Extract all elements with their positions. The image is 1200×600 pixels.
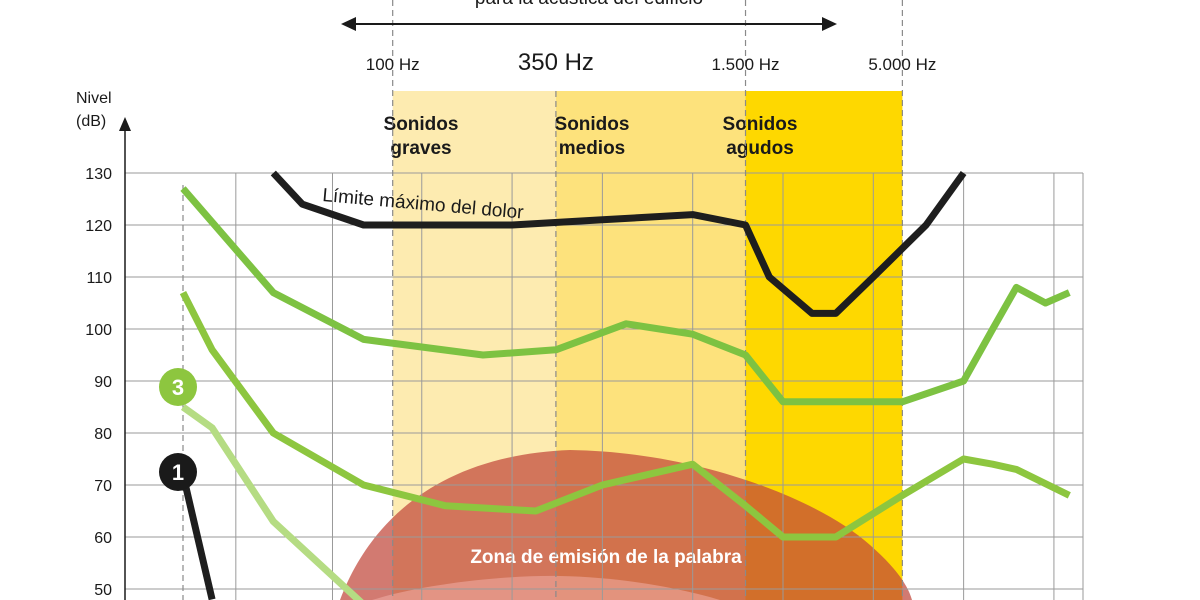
badge-3-label: 3	[172, 375, 184, 400]
series-lines	[179, 170, 1071, 600]
range-header-text: para la acústica del edificio	[475, 0, 703, 9]
band-low-label-2: graves	[390, 138, 451, 159]
y-tick-100: 100	[85, 322, 112, 339]
band-mid-label-1: Sonidos	[555, 114, 630, 135]
band-high-label-2: agudos	[726, 138, 794, 159]
badge-3	[159, 368, 197, 406]
badge-1-label: 1	[172, 460, 184, 485]
band-low-label-1: Sonidos	[384, 114, 459, 135]
y-axis-arrow	[119, 117, 131, 131]
frequency-dashed-lines	[182, 0, 903, 600]
y-tick-130: 130	[85, 166, 112, 183]
freq-label-3: 5.000 Hz	[868, 55, 936, 74]
freq-label-1: 350 Hz	[518, 49, 594, 76]
y-tick-50: 50	[94, 582, 112, 599]
y-axis-title: Nivel	[76, 90, 112, 107]
speech-zone-label: Zona de emisión de la palabra	[470, 547, 742, 568]
y-tick-60: 60	[94, 530, 112, 547]
y-tick-90: 90	[94, 374, 112, 391]
series-line-3	[180, 404, 364, 600]
series-line-2	[179, 291, 1071, 541]
band-high-label-1: Sonidos	[723, 114, 798, 135]
y-ticks: 130 120 110 100 90 80 70 60 50	[85, 166, 112, 599]
series-line-1	[180, 186, 1071, 406]
series-line-4	[179, 473, 216, 600]
range-arrow-right	[822, 17, 837, 31]
y-tick-120: 120	[85, 218, 112, 235]
series-line-0	[270, 170, 967, 317]
range-arrow-left	[341, 17, 356, 31]
frequency-labels: 100 Hz 350 Hz 1.500 Hz 5.000 Hz	[366, 49, 937, 76]
freq-label-2: 1.500 Hz	[711, 55, 779, 74]
y-tick-80: 80	[94, 426, 112, 443]
badge-1	[159, 453, 197, 491]
y-tick-70: 70	[94, 478, 112, 495]
y-axis-unit: (dB)	[76, 113, 106, 130]
speech-zone	[340, 450, 912, 600]
y-tick-110: 110	[86, 270, 112, 287]
freq-label-0: 100 Hz	[366, 55, 420, 74]
band-mid-label-2: medios	[559, 138, 626, 159]
speech-zone-inner	[372, 575, 720, 600]
